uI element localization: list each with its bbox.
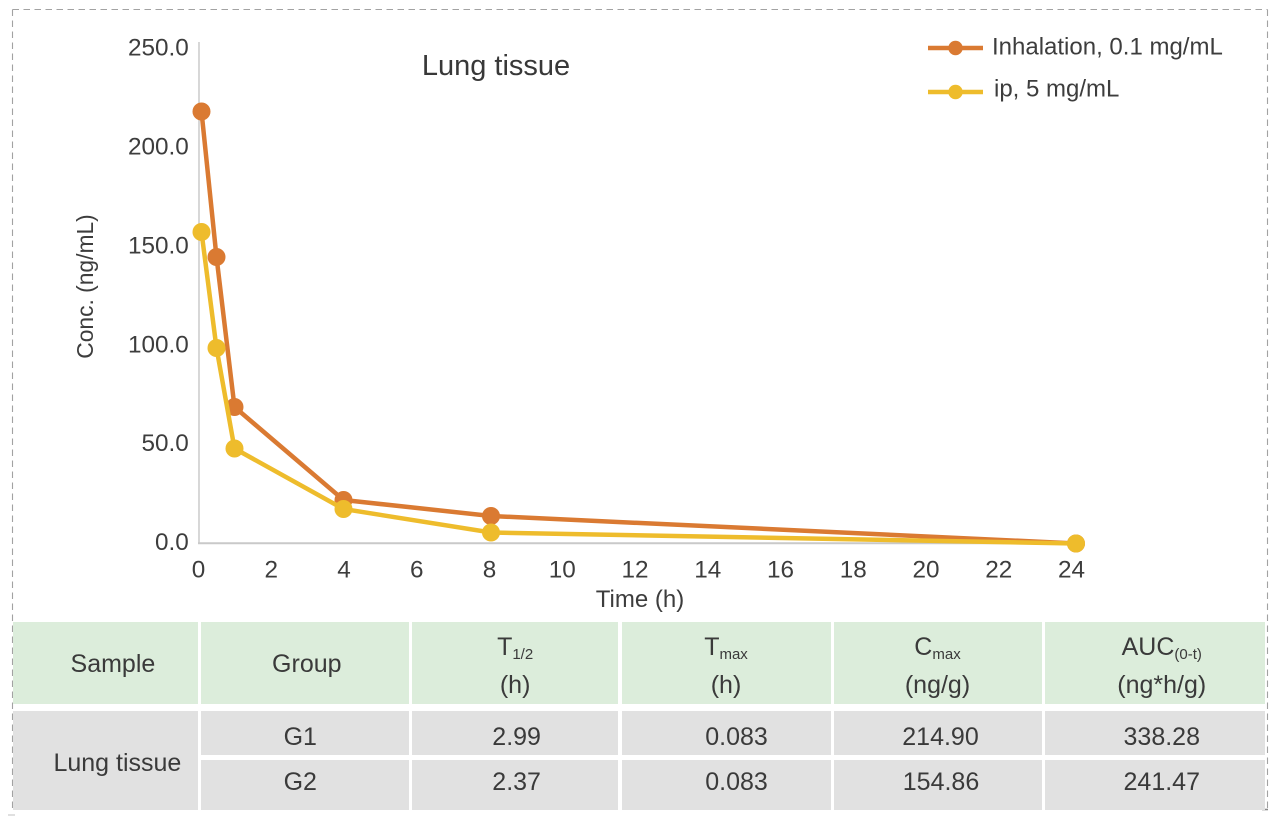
svg-text:6: 6 (410, 557, 424, 584)
svg-text:24: 24 (1058, 557, 1085, 584)
svg-text:Inhalation, 0.1 mg/mL: Inhalation, 0.1 mg/mL (992, 33, 1223, 60)
svg-text:8: 8 (483, 557, 497, 584)
svg-text:Lung tissue: Lung tissue (422, 50, 570, 82)
svg-text:250.0: 250.0 (128, 35, 189, 62)
svg-text:18: 18 (840, 557, 867, 584)
svg-text:20: 20 (912, 557, 939, 584)
svg-text:10: 10 (549, 557, 576, 584)
svg-text:0: 0 (192, 557, 206, 584)
svg-text:50.0: 50.0 (142, 430, 189, 457)
svg-text:2: 2 (265, 557, 279, 584)
svg-text:12: 12 (621, 557, 648, 584)
svg-text:200.0: 200.0 (128, 134, 189, 161)
svg-text:16: 16 (767, 557, 794, 584)
svg-text:0.0: 0.0 (155, 529, 189, 556)
svg-text:4: 4 (337, 557, 351, 584)
svg-text:22: 22 (985, 557, 1012, 584)
svg-text:ip, 5 mg/mL: ip, 5 mg/mL (994, 76, 1119, 103)
svg-text:Time (h): Time (h) (596, 586, 684, 613)
svg-text:150.0: 150.0 (128, 233, 189, 260)
svg-text:Conc. (ng/mL): Conc. (ng/mL) (72, 214, 98, 358)
svg-text:14: 14 (694, 557, 721, 584)
svg-text:100.0: 100.0 (128, 331, 189, 358)
